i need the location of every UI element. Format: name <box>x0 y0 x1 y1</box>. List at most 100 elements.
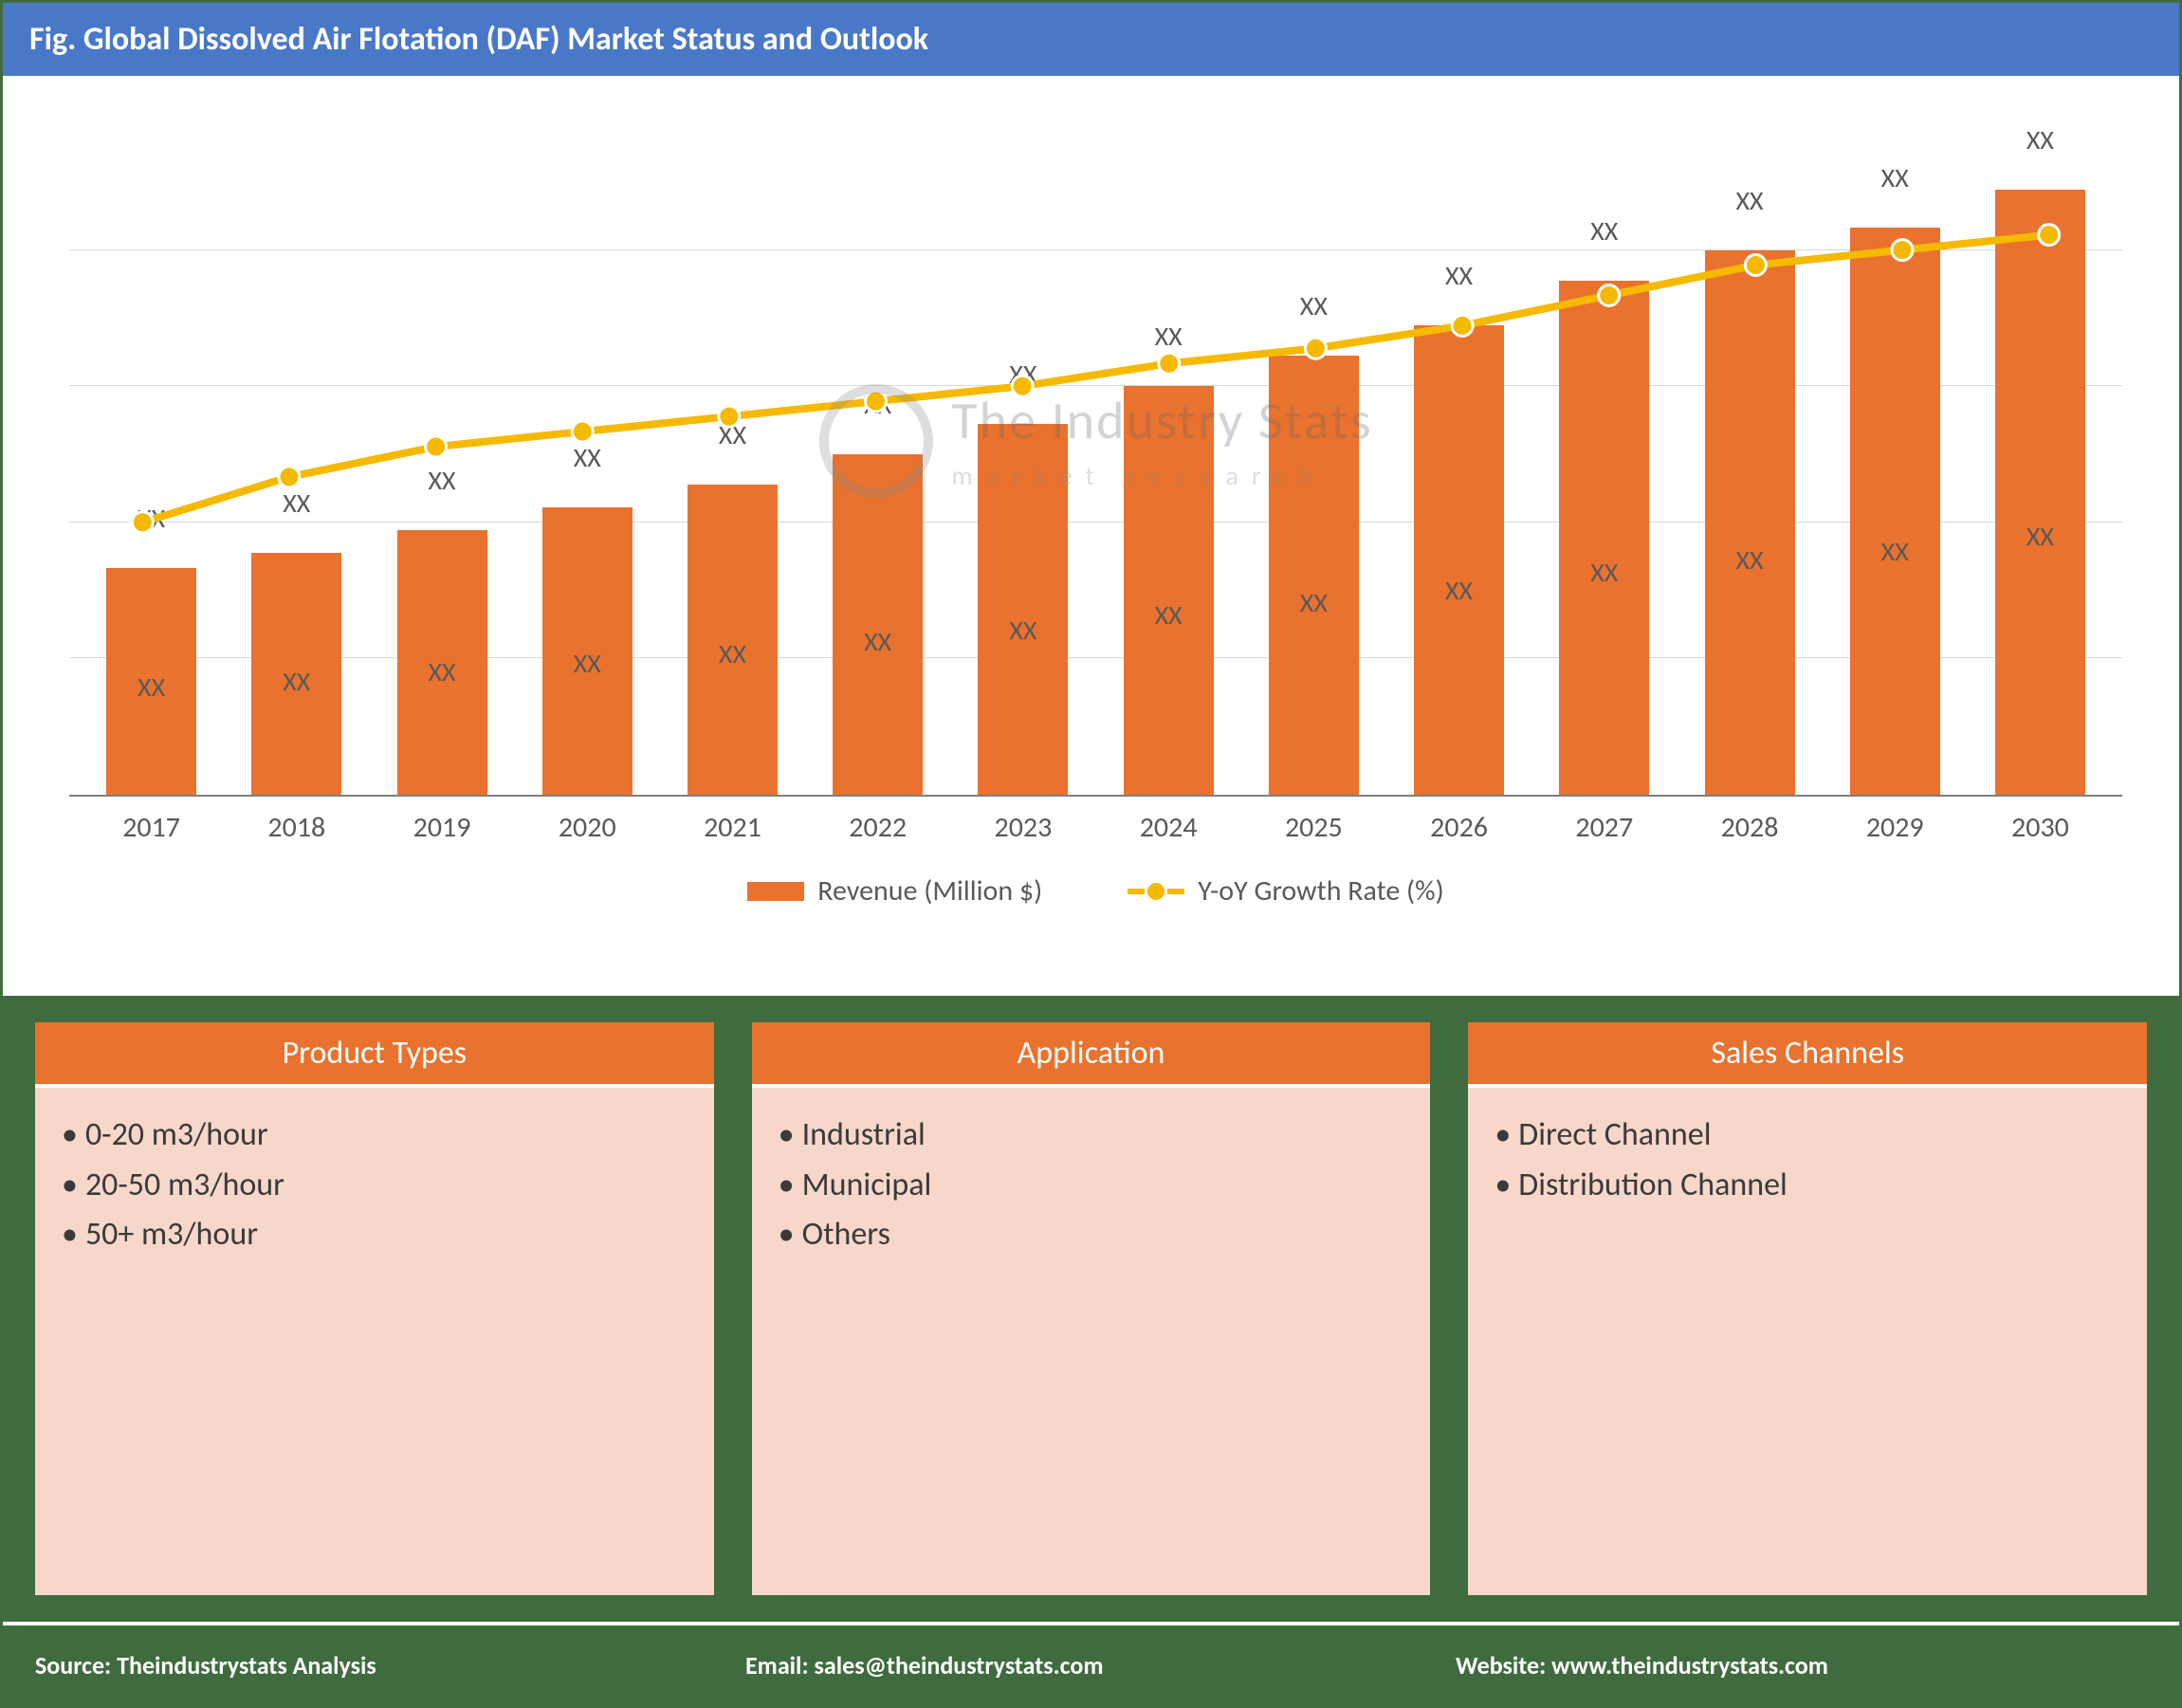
legend-growth: Y-oY Growth Rate (%) <box>1128 873 1443 909</box>
bar-slot: XX XX <box>79 114 224 795</box>
bar-top-label: XX <box>719 418 746 451</box>
footer-website: Website: www.theindustrystats.com <box>1456 1650 2147 1680</box>
bar-slot: XX XX <box>515 114 660 795</box>
revenue-bar: XXXX <box>833 454 923 795</box>
plot-region: XX XX XX XX XX XX XX XX XX XX XX XX XX XX XX XX XX XX XX XX… <box>69 114 2122 797</box>
panel-header: Product Types <box>35 1022 714 1088</box>
revenue-bar: XXXX <box>978 424 1068 795</box>
footer: Source: Theindustrystats Analysis Email:… <box>3 1622 2179 1705</box>
bar-top-label: XX <box>1155 320 1183 353</box>
footer-email: Email: sales@theindustrystats.com <box>745 1650 1437 1680</box>
bar-slot: XX XX <box>950 114 1095 795</box>
info-panel: ApplicationIndustrialMunicipalOthers <box>752 1022 1431 1595</box>
bar-top-label: XX <box>1009 358 1036 391</box>
bar-top-label: XX <box>283 487 310 520</box>
bar-top-label: XX <box>1881 161 1909 194</box>
x-axis-label: 2022 <box>805 810 950 845</box>
bar-top-label: XX <box>1300 289 1328 322</box>
footer-source-label: Source: <box>35 1650 111 1680</box>
bar-value-label: XX <box>283 665 310 698</box>
revenue-bar: XXXX <box>251 553 341 795</box>
panels-row: Product Types0-20 m3/hour20-50 m3/hour50… <box>3 996 2179 1622</box>
info-panel: Sales ChannelsDirect ChannelDistribution… <box>1468 1022 2147 1595</box>
bar-top-label: XX <box>138 502 165 535</box>
panel-header: Sales Channels <box>1468 1022 2147 1088</box>
panel-header: Application <box>752 1022 1431 1088</box>
x-axis-label: 2028 <box>1677 810 1822 845</box>
legend-revenue: Revenue (Million $) <box>747 873 1042 909</box>
bar-value-label: XX <box>1009 614 1036 647</box>
figure-title: Fig. Global Dissolved Air Flotation (DAF… <box>3 3 2179 76</box>
x-axis-label: 2029 <box>1823 810 1968 845</box>
bar-slot: XX XX <box>805 114 950 795</box>
bar-slot: XX XX <box>1386 114 1531 795</box>
x-axis-label: 2024 <box>1096 810 1241 845</box>
panel-item: 0-20 m3/hour <box>62 1111 688 1161</box>
panel-body: Direct ChannelDistribution Channel <box>1468 1088 2147 1595</box>
panel-body: 0-20 m3/hour20-50 m3/hour50+ m3/hour <box>35 1088 714 1595</box>
x-axis-label: 2017 <box>79 810 224 845</box>
bar-value-label: XX <box>138 670 165 704</box>
footer-email-value: sales@theindustrystats.com <box>815 1650 1104 1680</box>
bar-top-label: XX <box>574 441 601 474</box>
x-axis-label: 2021 <box>660 810 805 845</box>
bar-slot: XXXX <box>1968 114 2113 795</box>
x-axis-label: 2019 <box>369 810 514 845</box>
panel-item: Distribution Channel <box>1494 1161 2120 1211</box>
footer-website-label: Website: <box>1456 1650 1546 1680</box>
bar-slot: XX XX <box>1241 114 1386 795</box>
bar-value-label: XX <box>428 655 455 689</box>
panel-body: IndustrialMunicipalOthers <box>752 1088 1431 1595</box>
revenue-bar: XXXX <box>1269 356 1359 795</box>
revenue-bar: XXXX <box>106 568 196 795</box>
chart-area: XX XX XX XX XX XX XX XX XX XX XX XX XX XX XX XX XX XX XX XX… <box>3 76 2179 996</box>
x-axis-label: 2027 <box>1531 810 1677 845</box>
x-axis-labels: 2017201820192020202120222023202420252026… <box>69 797 2122 845</box>
revenue-bar: XXXX <box>1124 386 1214 795</box>
legend-bar-label: Revenue (Million $) <box>817 873 1042 909</box>
bar-value-label: XX <box>1445 574 1473 607</box>
x-axis-label: 2026 <box>1386 810 1531 845</box>
x-axis-label: 2018 <box>224 810 369 845</box>
bar-top-label: XX <box>1445 259 1473 292</box>
bar-top-label: XX <box>1735 184 1763 217</box>
revenue-bar: XXXX <box>1705 250 1795 795</box>
bar-slot: XXXX <box>1096 114 1241 795</box>
panel-item: Others <box>779 1210 1404 1260</box>
bar-value-label: XX <box>574 647 601 680</box>
bar-value-label: XX <box>1735 543 1763 577</box>
legend-bar-swatch <box>747 882 804 901</box>
revenue-bar: XXXX <box>1414 325 1504 795</box>
x-axis-label: 2025 <box>1241 810 1386 845</box>
revenue-bar: XXXX <box>542 507 633 795</box>
bar-slot: XX XX <box>224 114 369 795</box>
revenue-bar: XXXX <box>1995 190 2085 795</box>
bar-value-label: XX <box>864 625 891 658</box>
revenue-bar: XXXX <box>397 530 487 795</box>
footer-source-value: Theindustrystats Analysis <box>117 1650 376 1680</box>
bar-slot: XX XX <box>1823 114 1968 795</box>
bar-top-label: XX <box>428 464 455 497</box>
panel-item: Municipal <box>779 1161 1404 1211</box>
bar-value-label: XX <box>719 637 746 670</box>
legend-line-swatch <box>1128 889 1184 894</box>
legend-line-label: Y-oY Growth Rate (%) <box>1198 873 1443 909</box>
bars-container: XX XX XX XX XX XX XX XX XX XX XX XX XX XX XX XX XX XX XX XX… <box>69 114 2122 795</box>
panel-item: Direct Channel <box>1494 1111 2120 1161</box>
info-panel: Product Types0-20 m3/hour20-50 m3/hour50… <box>35 1022 714 1595</box>
revenue-bar: XXXX <box>1850 228 1940 795</box>
bar-value-label: XX <box>2026 520 2054 553</box>
bar-top-label: XX <box>1590 214 1618 248</box>
panel-item: Industrial <box>779 1111 1404 1161</box>
bar-slot: XX XX <box>660 114 805 795</box>
bar-slot: XXXX <box>1531 114 1677 795</box>
x-axis-label: 2020 <box>515 810 660 845</box>
footer-source: Source: Theindustrystats Analysis <box>35 1650 726 1680</box>
bar-value-label: XX <box>1300 586 1328 619</box>
bar-value-label: XX <box>1881 535 1909 568</box>
bar-slot: XX XX <box>369 114 514 795</box>
x-axis-label: 2030 <box>1968 810 2113 845</box>
bar-top-label: XX <box>864 388 891 421</box>
figure-frame: Fig. Global Dissolved Air Flotation (DAF… <box>0 0 2182 1708</box>
panel-item: 50+ m3/hour <box>62 1210 688 1260</box>
